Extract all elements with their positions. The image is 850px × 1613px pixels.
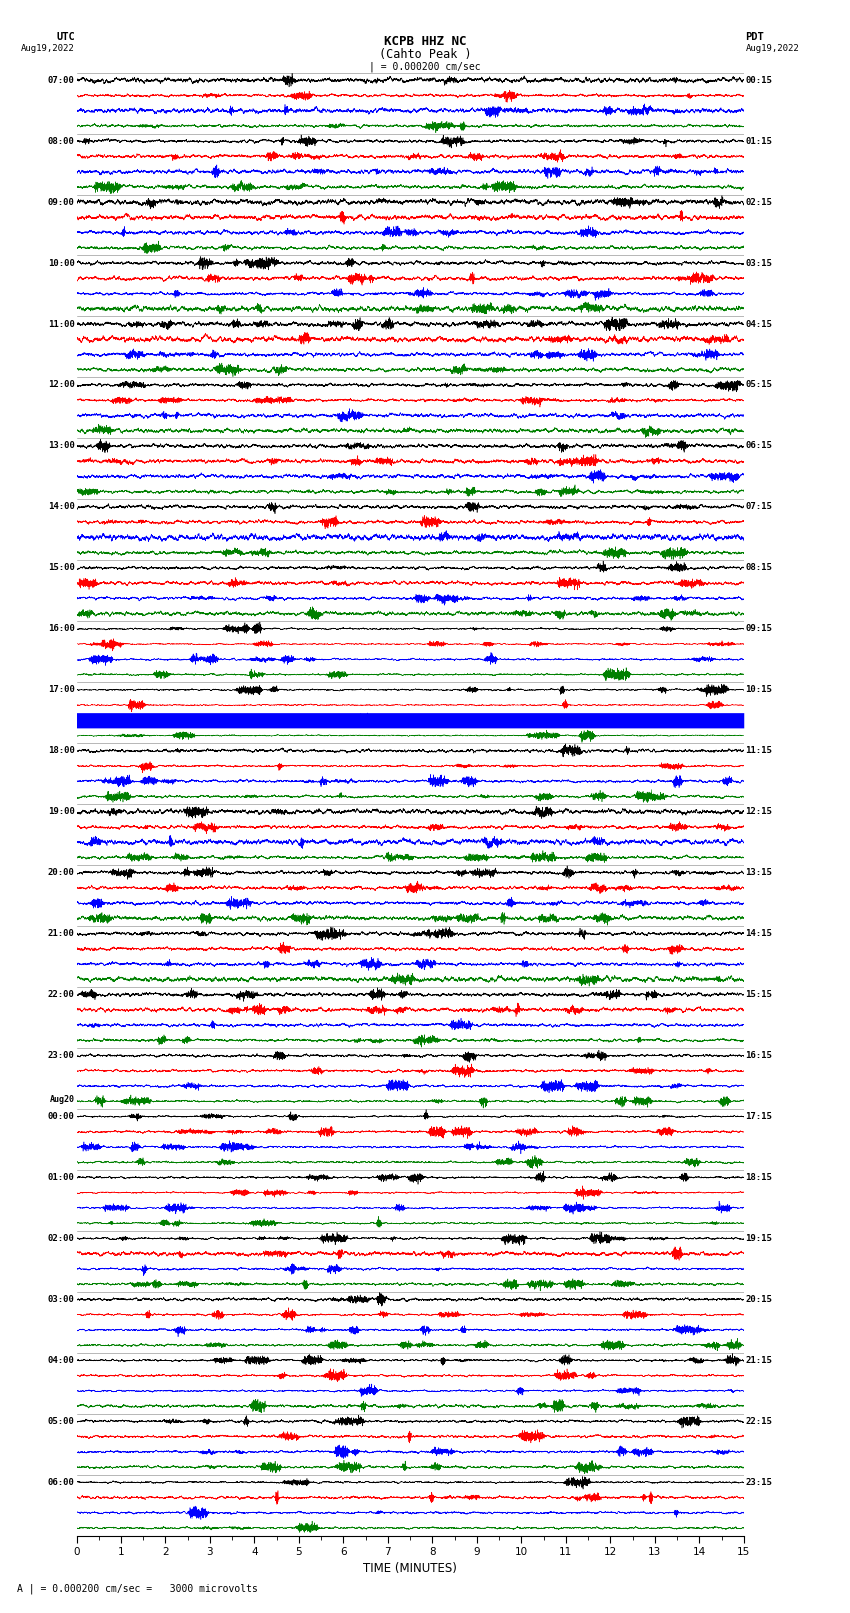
Text: Aug19,2022: Aug19,2022 — [21, 44, 75, 53]
Text: 06:00: 06:00 — [48, 1478, 75, 1487]
Text: 01:00: 01:00 — [48, 1173, 75, 1182]
Text: 11:15: 11:15 — [745, 747, 773, 755]
Text: 02:00: 02:00 — [48, 1234, 75, 1244]
Text: 00:15: 00:15 — [745, 76, 773, 85]
Text: 00:00: 00:00 — [48, 1111, 75, 1121]
Text: 19:15: 19:15 — [745, 1234, 773, 1244]
Text: 22:00: 22:00 — [48, 990, 75, 998]
Text: 03:15: 03:15 — [745, 258, 773, 268]
Text: 02:15: 02:15 — [745, 198, 773, 206]
Text: (Cahto Peak ): (Cahto Peak ) — [379, 48, 471, 61]
Text: A | = 0.000200 cm/sec =   3000 microvolts: A | = 0.000200 cm/sec = 3000 microvolts — [17, 1582, 258, 1594]
Text: 11:00: 11:00 — [48, 319, 75, 329]
Text: 21:00: 21:00 — [48, 929, 75, 939]
Text: 07:00: 07:00 — [48, 76, 75, 85]
Text: 20:00: 20:00 — [48, 868, 75, 877]
Text: 09:15: 09:15 — [745, 624, 773, 634]
Text: 05:00: 05:00 — [48, 1416, 75, 1426]
Text: 18:00: 18:00 — [48, 747, 75, 755]
Text: 13:00: 13:00 — [48, 442, 75, 450]
Text: 22:15: 22:15 — [745, 1416, 773, 1426]
Text: 05:15: 05:15 — [745, 381, 773, 389]
X-axis label: TIME (MINUTES): TIME (MINUTES) — [363, 1561, 457, 1574]
Text: 21:15: 21:15 — [745, 1357, 773, 1365]
Text: UTC: UTC — [56, 32, 75, 42]
Text: 04:15: 04:15 — [745, 319, 773, 329]
Text: 09:00: 09:00 — [48, 198, 75, 206]
Text: 20:15: 20:15 — [745, 1295, 773, 1303]
Text: 01:15: 01:15 — [745, 137, 773, 145]
Text: 19:00: 19:00 — [48, 806, 75, 816]
Text: | = 0.000200 cm/sec: | = 0.000200 cm/sec — [369, 61, 481, 73]
Text: 08:15: 08:15 — [745, 563, 773, 573]
Text: 23:15: 23:15 — [745, 1478, 773, 1487]
Text: 03:00: 03:00 — [48, 1295, 75, 1303]
Text: 13:15: 13:15 — [745, 868, 773, 877]
Text: 07:15: 07:15 — [745, 502, 773, 511]
Text: 08:00: 08:00 — [48, 137, 75, 145]
Text: 12:00: 12:00 — [48, 381, 75, 389]
Text: 16:00: 16:00 — [48, 624, 75, 634]
Text: 06:15: 06:15 — [745, 442, 773, 450]
Text: 12:15: 12:15 — [745, 806, 773, 816]
Text: 17:15: 17:15 — [745, 1111, 773, 1121]
Text: 18:15: 18:15 — [745, 1173, 773, 1182]
Text: 04:00: 04:00 — [48, 1357, 75, 1365]
Text: 15:00: 15:00 — [48, 563, 75, 573]
Text: 14:15: 14:15 — [745, 929, 773, 939]
Text: PDT: PDT — [745, 32, 764, 42]
Text: 15:15: 15:15 — [745, 990, 773, 998]
Text: 14:00: 14:00 — [48, 502, 75, 511]
Text: Aug19,2022: Aug19,2022 — [745, 44, 799, 53]
Text: Aug20: Aug20 — [50, 1095, 75, 1105]
Text: 17:00: 17:00 — [48, 686, 75, 694]
Text: 23:00: 23:00 — [48, 1052, 75, 1060]
Text: 10:15: 10:15 — [745, 686, 773, 694]
Text: KCPB HHZ NC: KCPB HHZ NC — [383, 35, 467, 48]
Text: 10:00: 10:00 — [48, 258, 75, 268]
Text: 16:15: 16:15 — [745, 1052, 773, 1060]
